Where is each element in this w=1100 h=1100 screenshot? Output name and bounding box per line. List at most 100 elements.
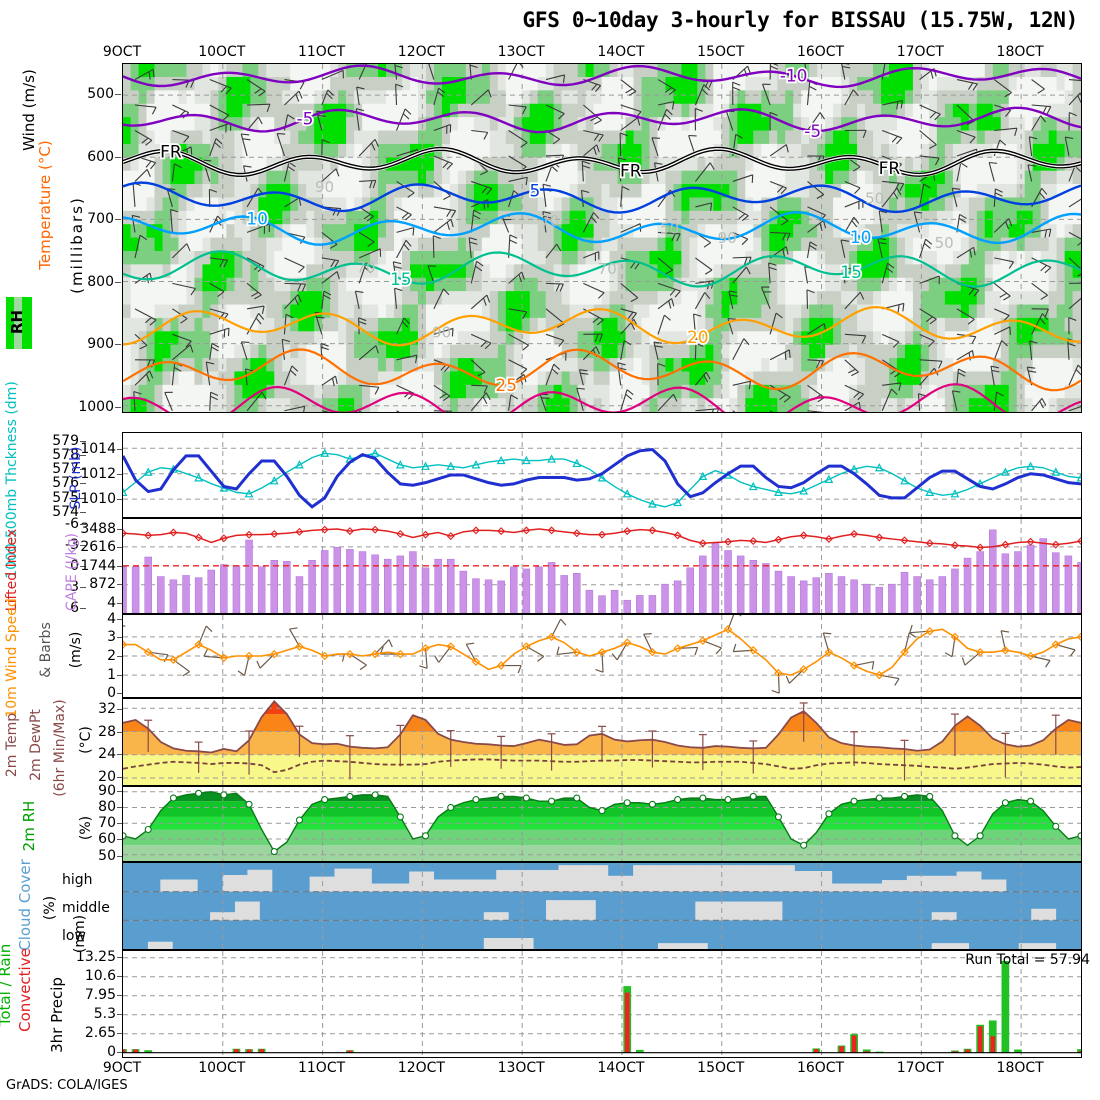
rh-tick: 70 xyxy=(98,815,123,832)
time-axis-bottom: 9OCT 10OCT 11OCT 12OCT 13OCT 14OCT 15OCT 16OCT 1… xyxy=(0,1060,1100,1080)
profile-pressure-axis-title: (millibars) xyxy=(68,196,86,294)
profile-y-axis: 500 600 700 800 900 1000 xyxy=(0,63,121,415)
lifted-index-tick: 3 xyxy=(70,578,86,595)
svg-text:-10: -10 xyxy=(780,67,808,87)
cape-tick: 4 xyxy=(107,594,123,611)
temp2m-panel xyxy=(122,698,1082,786)
temp-tick: 28 xyxy=(98,723,123,740)
svg-text:5: 5 xyxy=(530,181,541,201)
rh-tick: 90 xyxy=(98,782,123,799)
time-tick-13oct: 13OCT xyxy=(497,1060,545,1076)
time-tick-11oct: 11OCT xyxy=(297,1060,346,1076)
svg-text:90: 90 xyxy=(432,323,451,341)
thickness-tick: 577 xyxy=(52,461,86,478)
rh-color-key xyxy=(6,297,32,349)
thickness-y-axis: 579 578 577 576 575 574 xyxy=(0,433,86,520)
cloud-row-labels: high middle low xyxy=(62,862,120,950)
slp-tick: 1012 xyxy=(80,465,123,482)
time-tick-14oct: 14OCT xyxy=(597,1060,645,1076)
time-tick-12oct: 12OCT xyxy=(397,1060,445,1076)
precip-tick: 0 xyxy=(107,1043,123,1060)
time-axis-top: 9OCT 10OCT 11OCT 12OCT 13OCT 14OCT 15OCT 16OCT 1… xyxy=(0,44,1100,62)
temp-tick: 32 xyxy=(98,701,123,718)
wind10m-panel xyxy=(122,614,1082,698)
wind-tick: 3 xyxy=(107,629,123,646)
cloud-row-label-high: high xyxy=(62,872,93,888)
svg-text:50: 50 xyxy=(660,219,679,237)
svg-text:70: 70 xyxy=(540,212,559,230)
lifted-index-tick: 6 xyxy=(70,599,86,616)
svg-text:90: 90 xyxy=(718,229,737,247)
lifted-index-cape-panel xyxy=(122,518,1082,614)
thickness-tick: 578 xyxy=(52,447,86,464)
svg-text:15: 15 xyxy=(840,263,862,283)
svg-text:FR: FR xyxy=(160,142,182,162)
cape-tick: 3488 xyxy=(80,520,123,537)
time-tick-12oct: 12OCT xyxy=(397,44,445,60)
time-tick-9oct: 9OCT xyxy=(102,1060,142,1076)
time-tick-18oct: 18OCT xyxy=(996,44,1044,60)
lifted-index-tick: -6 xyxy=(65,516,86,533)
precip-tick: 5.3 xyxy=(93,1005,124,1022)
cloud-row-label-middle: middle xyxy=(62,900,110,916)
svg-text:25: 25 xyxy=(495,376,517,396)
rh-tick: 80 xyxy=(98,799,123,816)
svg-text:10: 10 xyxy=(850,228,872,248)
pressure-tick: 900 xyxy=(87,336,121,353)
svg-text:70: 70 xyxy=(598,260,617,278)
precip-tick: 7.95 xyxy=(84,986,124,1003)
pressure-tick: 700 xyxy=(87,211,121,228)
time-tick-9oct: 9OCT xyxy=(102,44,142,60)
time-tick-15oct: 15OCT xyxy=(697,1060,745,1076)
lifted-index-y-axis: -6 -3 0 3 6 xyxy=(0,516,86,616)
run-total-text: Run Total = 57.94 xyxy=(965,952,1090,968)
time-tick-14oct: 14OCT xyxy=(597,44,645,60)
rh-tick: 50 xyxy=(98,847,123,864)
time-tick-13oct: 13OCT xyxy=(497,44,545,60)
temp-tick: 24 xyxy=(98,746,123,763)
wind-tick: 1 xyxy=(107,666,123,683)
svg-text:-5: -5 xyxy=(804,122,821,142)
cape-tick: 872 xyxy=(89,576,123,593)
cape-tick: 1744 xyxy=(80,557,123,574)
pressure-tick: 1000 xyxy=(78,398,121,415)
time-tick-11oct: 11OCT xyxy=(297,44,346,60)
svg-text:FR: FR xyxy=(620,162,642,182)
pressure-tick: 500 xyxy=(87,86,121,103)
slp-tick: 1010 xyxy=(80,490,123,507)
temp2m-y-axis: 32 28 24 20 xyxy=(2,700,123,786)
lifted-index-tick: 0 xyxy=(70,558,86,574)
rh2m-y-axis: 90 80 70 60 50 xyxy=(2,782,123,864)
precip-tick: 2.65 xyxy=(84,1024,124,1041)
svg-text:-5: -5 xyxy=(297,110,314,130)
svg-text:15: 15 xyxy=(390,270,412,290)
cloud-cover-panel xyxy=(122,862,1082,950)
svg-text:FR: FR xyxy=(879,159,901,179)
cloud-cover-unit-label: (%) xyxy=(42,895,58,921)
time-tick-18oct: 18OCT xyxy=(996,1060,1044,1076)
page-title: GFS 0~10day 3-hourly for BISSAU (15.75W,… xyxy=(522,8,1079,32)
temp-tick: 20 xyxy=(98,769,123,786)
thickness-tick: 574 xyxy=(52,503,86,520)
wind-y-axis: 4 3 2 1 0 xyxy=(2,611,123,701)
profile-rh-legend: RH xyxy=(8,309,26,335)
svg-text:90: 90 xyxy=(315,178,334,196)
time-tick-10oct: 10OCT xyxy=(198,1060,246,1076)
credit-text: GrADS: COLA/IGES xyxy=(6,1078,128,1093)
vertical-profile-panel: -10 -5 -5 FR FR FR 5 10 10 15 15 20 25 50 50 50 70 70 70 90… xyxy=(122,63,1082,413)
lifted-index-tick: -3 xyxy=(65,537,86,554)
slp-thickness-panel xyxy=(122,432,1082,518)
cape-tick: 2616 xyxy=(80,539,123,556)
wind-tick: 0 xyxy=(107,685,123,702)
pressure-tick: 600 xyxy=(87,148,121,165)
svg-text:70: 70 xyxy=(356,259,375,277)
cape-y-axis: 3488 2616 1744 872 4 xyxy=(2,520,123,612)
svg-text:50: 50 xyxy=(865,190,884,208)
wind-tick: 4 xyxy=(107,610,123,627)
thickness-tick: 575 xyxy=(52,489,86,506)
svg-text:20: 20 xyxy=(687,328,709,348)
time-tick-10oct: 10OCT xyxy=(198,44,246,60)
svg-text:50: 50 xyxy=(935,234,954,252)
wind-tick: 2 xyxy=(107,648,123,664)
time-tick-17oct: 17OCT xyxy=(896,1060,944,1076)
